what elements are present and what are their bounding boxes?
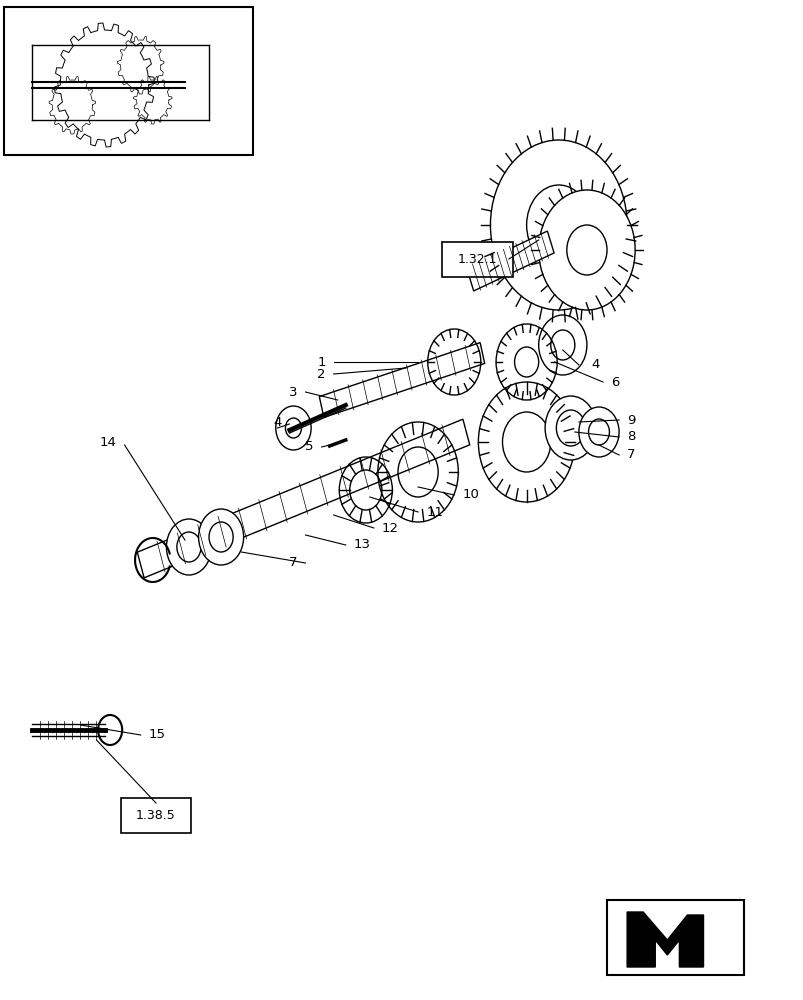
Text: 1.38.5: 1.38.5 <box>136 809 176 822</box>
Circle shape <box>275 406 311 450</box>
Circle shape <box>544 396 596 460</box>
Text: 11: 11 <box>426 506 442 518</box>
Text: 8: 8 <box>626 430 634 444</box>
Circle shape <box>209 522 233 552</box>
FancyBboxPatch shape <box>442 242 512 277</box>
Text: 1: 1 <box>316 356 325 368</box>
Circle shape <box>166 519 211 575</box>
Bar <box>4 7 253 155</box>
Text: 4: 4 <box>273 416 281 430</box>
Text: 2: 2 <box>316 367 325 380</box>
Circle shape <box>198 509 243 565</box>
Text: 14: 14 <box>100 436 116 448</box>
Text: 1.32.1: 1.32.1 <box>457 253 497 266</box>
Polygon shape <box>137 419 469 578</box>
Circle shape <box>588 419 609 445</box>
FancyBboxPatch shape <box>120 798 191 833</box>
Bar <box>606 900 743 975</box>
Circle shape <box>556 410 585 446</box>
Polygon shape <box>49 77 96 134</box>
Circle shape <box>177 532 201 562</box>
Polygon shape <box>55 23 154 147</box>
Circle shape <box>550 330 574 360</box>
Text: 12: 12 <box>381 522 398 534</box>
Text: 9: 9 <box>626 414 634 426</box>
Text: 7: 7 <box>626 448 635 462</box>
Circle shape <box>285 418 301 438</box>
Circle shape <box>538 315 586 375</box>
Polygon shape <box>626 912 703 967</box>
Text: 5: 5 <box>304 440 313 454</box>
Text: 6: 6 <box>610 375 618 388</box>
Circle shape <box>538 190 634 310</box>
Text: 13: 13 <box>353 538 370 552</box>
Text: 4: 4 <box>590 359 598 371</box>
Circle shape <box>578 407 618 457</box>
Polygon shape <box>117 37 164 94</box>
Polygon shape <box>467 231 553 291</box>
Text: 10: 10 <box>462 488 479 502</box>
Text: 7: 7 <box>288 556 297 570</box>
Circle shape <box>490 140 626 310</box>
Text: 15: 15 <box>149 728 165 742</box>
Polygon shape <box>133 76 172 124</box>
Text: 3: 3 <box>288 385 297 398</box>
Polygon shape <box>319 343 484 417</box>
